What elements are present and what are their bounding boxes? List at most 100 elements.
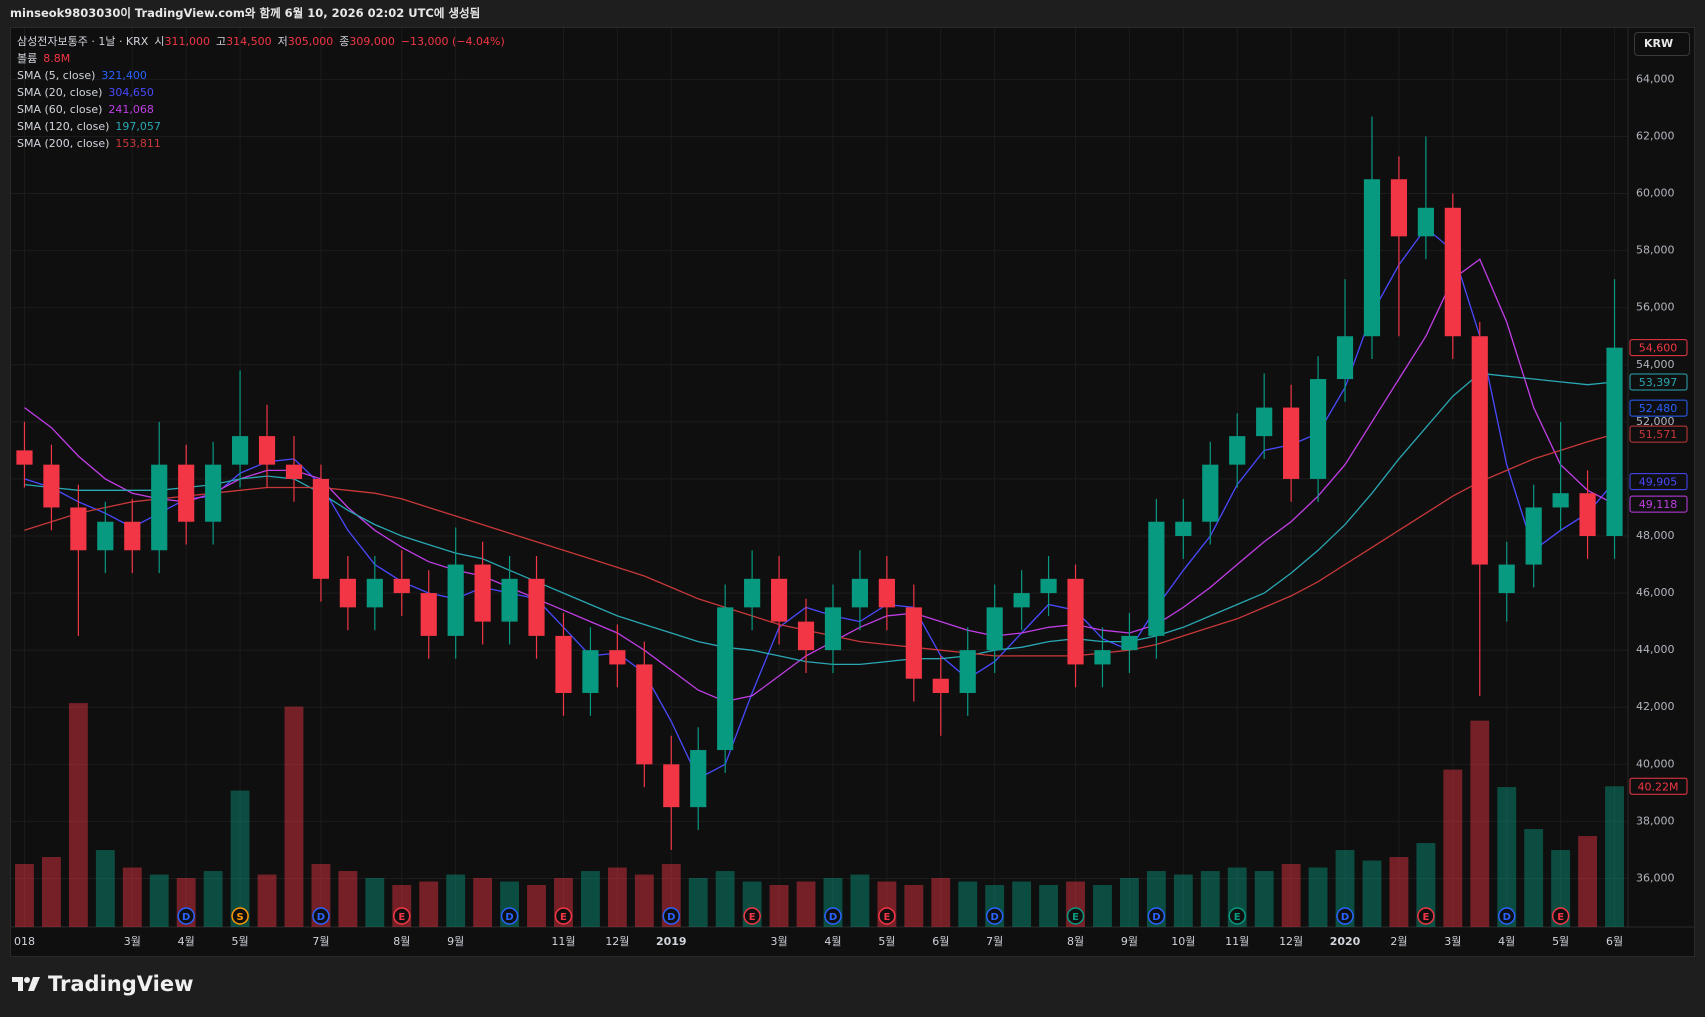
y-tick-label: 56,000	[1636, 301, 1675, 314]
volume-bar	[1281, 864, 1301, 927]
x-tick-label: 6월	[1606, 935, 1623, 948]
symbol: 삼성전자보통주 · 1날 · KRX	[17, 35, 149, 48]
ohlc-label: 종	[339, 35, 350, 48]
x-tick-label: 5월	[232, 935, 249, 948]
candle-body	[1390, 179, 1408, 237]
volume-bar	[1551, 850, 1571, 927]
volume-bar	[1524, 829, 1544, 927]
price-tag	[1629, 473, 1688, 491]
event-marker	[500, 907, 519, 925]
x-tick-label: 9월	[447, 935, 464, 948]
candle-body	[285, 464, 303, 479]
event-marker	[662, 907, 681, 925]
legend-row-volume: 볼륨 8.8M	[17, 50, 511, 67]
price-tag-label: 52,480	[1639, 402, 1678, 415]
event-marker	[393, 907, 411, 925]
price-tag-label: 49,118	[1639, 498, 1678, 511]
candle-body	[474, 564, 491, 622]
volume-bar	[1039, 885, 1059, 927]
volume-bar	[338, 871, 358, 927]
volume-value: 8.8M	[43, 52, 71, 65]
volume-bar	[122, 867, 142, 927]
legend-row-symbol: 삼성전자보통주 · 1날 · KRX 시311,000 고314,500 저305,0…	[17, 33, 511, 50]
event-label: D	[1503, 912, 1511, 923]
candle-body	[70, 507, 87, 551]
event-marker	[1497, 907, 1516, 925]
x-tick-label: 5월	[878, 935, 895, 948]
x-tick-label: 3월	[124, 935, 141, 948]
event-marker	[878, 907, 896, 925]
candle-body	[1040, 578, 1057, 594]
indicator-name: SMA (5, close)	[17, 69, 96, 82]
brand: TradingView	[12, 972, 193, 996]
x-tick-label: 7월	[986, 935, 1003, 948]
candle-body	[1417, 207, 1434, 237]
candle-body	[986, 607, 1003, 651]
candle-body	[1606, 347, 1623, 537]
candle-body	[1309, 379, 1327, 479]
price-tag	[1629, 339, 1688, 357]
chart-panel	[10, 27, 1695, 957]
indicator-value: 241,068	[108, 103, 154, 116]
volume-bar	[473, 878, 493, 927]
ohlc-value: 309,000	[349, 35, 395, 48]
ohlc-label: 저	[277, 35, 288, 48]
volume-bar	[931, 878, 951, 927]
candle-body	[1471, 336, 1488, 565]
candle-body	[258, 436, 276, 465]
candle-body	[366, 578, 383, 608]
x-tick-label: 2020	[1330, 935, 1361, 948]
event-label: D	[991, 912, 999, 923]
candle-body	[231, 436, 249, 465]
candle-body	[1444, 207, 1461, 337]
candle-body	[663, 764, 680, 808]
ohlc-label: 고	[215, 35, 227, 48]
ohlc-label: 시	[154, 35, 165, 48]
event-label: S	[236, 912, 243, 923]
x-tick-label: 018	[14, 935, 35, 948]
candle-body	[1067, 578, 1084, 665]
legend-row-indicator: SMA (120, close) 197,057	[17, 118, 511, 135]
volume-bar	[850, 874, 870, 927]
candle-body	[1552, 493, 1569, 508]
candle-body	[1121, 635, 1138, 651]
price-tag-label: 49,905	[1639, 476, 1678, 489]
legend: 삼성전자보통주 · 1날 · KRX 시311,000 고314,500 저305,0…	[17, 33, 511, 152]
brand-logo	[12, 977, 40, 991]
indicator-value: 153,811	[115, 137, 161, 150]
volume-bar	[1335, 850, 1355, 927]
candle-body	[717, 607, 734, 751]
ohlc-value: 305,000	[287, 35, 334, 48]
x-tick-label: 3월	[1444, 935, 1461, 948]
x-tick-label: 10월	[1171, 935, 1195, 948]
event-marker	[312, 907, 330, 925]
indicator-value: 197,057	[115, 120, 161, 133]
volume-bar	[15, 864, 34, 927]
volume-bar	[580, 871, 600, 927]
event-label: D	[182, 912, 190, 923]
y-tick-label: 58,000	[1636, 244, 1675, 257]
candle-body	[1579, 493, 1596, 537]
volume-bar	[1173, 874, 1193, 927]
volume-bar	[95, 850, 115, 927]
event-marker	[824, 907, 842, 925]
currency-button[interactable]: KRW	[1634, 32, 1690, 56]
candle-body	[851, 578, 869, 608]
volume-bar	[149, 874, 169, 927]
indicator-value: 321,400	[101, 69, 147, 82]
candle-body	[1229, 436, 1246, 465]
volume-bar	[203, 871, 223, 927]
volume-bar	[527, 885, 546, 927]
price-tag	[1629, 373, 1688, 391]
price-tag	[1629, 399, 1688, 417]
y-tick-label: 48,000	[1636, 529, 1675, 542]
candle-body	[178, 464, 195, 522]
candle-body	[1094, 650, 1111, 665]
volume-bar	[715, 871, 735, 927]
volume-bar	[41, 857, 61, 927]
candle-body	[824, 607, 842, 651]
y-tick-label: 64,000	[1636, 72, 1675, 85]
x-tick-label: 2월	[1390, 935, 1407, 948]
y-tick-label: 42,000	[1636, 700, 1675, 713]
y-tick-label: 46,000	[1636, 586, 1675, 599]
